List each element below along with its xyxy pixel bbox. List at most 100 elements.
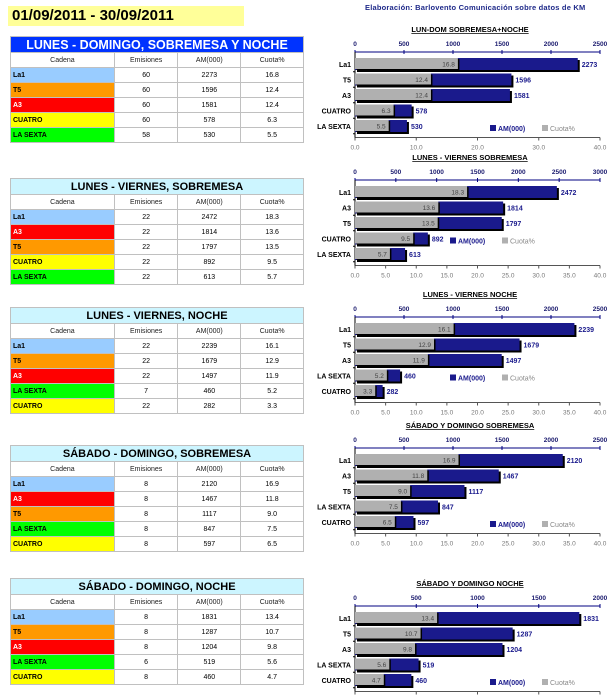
cuota-bar (355, 120, 389, 131)
cuota-cell: 5.2 (240, 383, 304, 399)
table-row: La1 22 2239 16.1 (10, 338, 304, 354)
table-row: T5 22 1797 13.5 (10, 239, 304, 255)
bar-chart: LUNES - VIERNES NOCHE 0 500 1000 1500 2000 250… (317, 290, 607, 417)
chart-legend: AM(000) Cuota% (450, 374, 535, 383)
category-label: La1 (339, 190, 351, 197)
top-axis-tick-label: 0 (353, 169, 357, 176)
cuota-cell: 9.8 (240, 639, 304, 655)
am-cell: 892 (177, 254, 242, 270)
cuota-data-label: 11.9 (413, 358, 426, 365)
audience-table: LUNES - DOMINGO, SOBREMESA Y NOCHE Cadena… (10, 36, 304, 143)
legend-swatch-cuota (542, 679, 548, 685)
top-axis-tick-label: 500 (390, 169, 401, 176)
channel-name: T5 (10, 506, 115, 522)
am-data-label: 282 (387, 389, 399, 396)
bottom-axis-tick-label: 5.0 (381, 273, 390, 280)
cuota-cell: 6.5 (240, 536, 304, 552)
cuota-bar (355, 627, 421, 639)
cuota-data-label: 5.6 (377, 662, 386, 669)
bottom-axis-tick-label: 10.0 (410, 145, 423, 151)
cuota-data-label: 18.3 (451, 190, 464, 197)
cuota-bar (355, 612, 438, 623)
cuota-data-label: 6.5 (383, 520, 392, 527)
cuota-cell: 10.7 (240, 624, 304, 640)
cuota-bar (355, 248, 390, 259)
emisiones-cell: 22 (113, 209, 179, 225)
table-row: A3 22 1814 13.6 (10, 224, 304, 240)
channel-name: La1 (10, 338, 115, 354)
cuota-data-label: 9.8 (403, 647, 412, 654)
legend-label-am: AM(000) (498, 522, 525, 529)
cuota-cell: 5.7 (240, 269, 304, 285)
bar-chart: SÁBADO Y DOMINGO NOCHE05001000150020000.… (317, 579, 608, 695)
legend-label-am: AM(000) (498, 126, 525, 133)
date-range: 01/09/2011 - 30/09/2011 (8, 6, 244, 26)
top-axis-tick-label: 1500 (532, 595, 547, 602)
am-cell: 1679 (177, 353, 242, 369)
emisiones-cell: 22 (113, 269, 179, 285)
bottom-axis-tick-label: 15.0 (441, 410, 454, 417)
column-header-cadena: Cadena (10, 52, 115, 68)
am-data-label: 2239 (578, 327, 594, 334)
emisiones-cell: 60 (113, 82, 179, 98)
column-header-am: AM(000) (177, 52, 242, 68)
emisiones-cell: 22 (113, 398, 179, 414)
chart-legend: AM(000) Cuota% (490, 521, 575, 529)
bottom-axis-tick-label: 20.0 (471, 541, 484, 548)
am-data-label: 892 (432, 237, 444, 244)
chart-title: SÁBADO Y DOMINGO SOBREMESA (406, 421, 535, 430)
category-label: LA SEXTA (317, 374, 351, 381)
channel-name: LA SEXTA (10, 383, 115, 399)
cuota-bar (355, 217, 438, 228)
bottom-axis-tick-label: 35.0 (563, 541, 576, 548)
cuota-cell: 11.8 (240, 491, 304, 507)
cuota-cell: 13.6 (240, 224, 304, 240)
am-cell: 460 (177, 383, 242, 399)
table-row: T5 60 1596 12.4 (10, 82, 304, 98)
legend-label-cuota: Cuota% (550, 680, 575, 687)
column-header-am: AM(000) (177, 194, 242, 210)
cuota-bar (355, 232, 414, 244)
emisiones-cell: 8 (113, 506, 179, 522)
cuota-bar (355, 500, 401, 512)
chart-legend: AM(000) Cuota% (490, 679, 575, 687)
column-header-am: AM(000) (177, 461, 242, 477)
chart-container: LUN-DOM SOBREMESA+NOCHE 0 500 1000 1500 2000 2… (310, 22, 615, 150)
am-data-label: 578 (416, 109, 428, 116)
column-header-emisiones: Emisiones (113, 52, 179, 68)
top-axis-tick-label: 3000 (593, 169, 608, 176)
emisiones-cell: 22 (113, 368, 179, 384)
cuota-data-label: 6.3 (382, 108, 391, 115)
column-header-emisiones: Emisiones (113, 194, 179, 210)
top-axis-tick-label: 2000 (593, 595, 608, 602)
cuota-data-label: 4.7 (372, 678, 381, 685)
bottom-axis-tick-label: 20.0 (471, 273, 484, 280)
top-axis-tick-label: 2500 (552, 169, 567, 176)
am-data-label: 1679 (524, 343, 540, 350)
table-row: A3 8 1467 11.8 (10, 491, 304, 507)
channel-name: La1 (10, 209, 115, 225)
am-data-label: 1204 (506, 647, 522, 654)
table-row: LA SEXTA 8 847 7.5 (10, 521, 304, 537)
am-data-label: 2472 (561, 190, 577, 197)
am-cell: 1797 (177, 239, 242, 255)
cuota-data-label: 16.8 (442, 62, 455, 69)
emisiones-cell: 60 (113, 97, 179, 113)
table-row: A3 22 1497 11.9 (10, 368, 304, 384)
chart-title: LUNES - VIERNES SOBREMESA (412, 153, 528, 162)
channel-name: A3 (10, 491, 115, 507)
emisiones-cell: 8 (113, 669, 179, 685)
table-title: SÁBADO - DOMINGO, NOCHE (10, 578, 304, 595)
bottom-axis-tick-label: 30.0 (532, 541, 545, 548)
cuota-cell: 5.6 (240, 654, 304, 670)
cuota-cell: 5.5 (240, 127, 304, 143)
am-data-label: 1287 (517, 632, 533, 639)
category-label: CUATRO (322, 389, 352, 396)
emisiones-cell: 8 (113, 491, 179, 507)
category-label: La1 (339, 62, 351, 69)
table-row: CUATRO 22 282 3.3 (10, 398, 304, 414)
cuota-data-label: 12.9 (418, 342, 431, 349)
am-cell: 1831 (177, 609, 242, 625)
category-label: CUATRO (322, 678, 352, 685)
table-title: SÁBADO - DOMINGO, SOBREMESA (10, 445, 304, 462)
